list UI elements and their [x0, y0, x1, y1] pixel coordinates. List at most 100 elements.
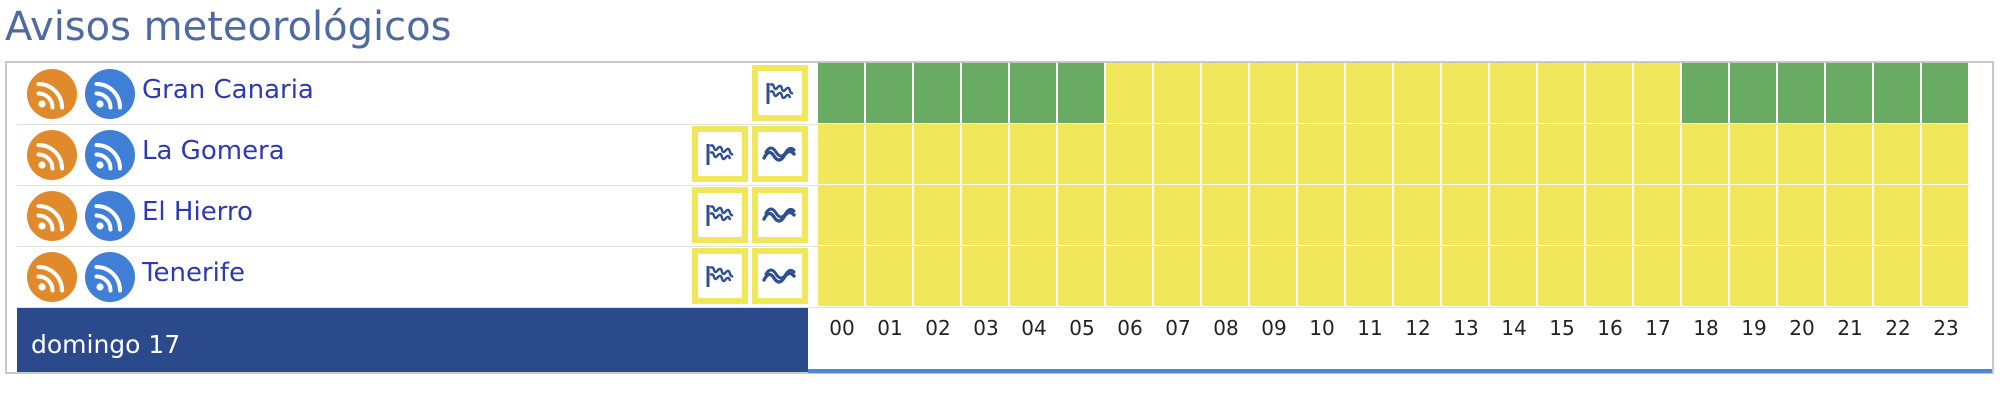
- hour-level-cell-yellow[interactable]: [1250, 124, 1296, 184]
- hour-level-cell-yellow[interactable]: [962, 124, 1008, 184]
- hour-level-cell-yellow[interactable]: [818, 124, 864, 184]
- hour-level-cell-green[interactable]: [1730, 63, 1776, 123]
- hour-level-cell-yellow[interactable]: [866, 124, 912, 184]
- hour-level-cell-yellow[interactable]: [1442, 185, 1488, 245]
- hour-level-cell-yellow[interactable]: [1538, 246, 1584, 306]
- rss-feed-icon[interactable]: [27, 252, 77, 302]
- hour-level-cell-yellow[interactable]: [1202, 246, 1248, 306]
- hour-level-cell-yellow[interactable]: [1346, 185, 1392, 245]
- hour-level-cell-yellow[interactable]: [1202, 185, 1248, 245]
- hour-level-cell-yellow[interactable]: [1682, 246, 1728, 306]
- hour-level-cell-yellow[interactable]: [1106, 124, 1152, 184]
- hour-level-cell-yellow[interactable]: [1394, 185, 1440, 245]
- hour-level-cell-green[interactable]: [1826, 63, 1872, 123]
- hour-level-cell-yellow[interactable]: [1106, 246, 1152, 306]
- rss-feed-icon[interactable]: [27, 69, 77, 119]
- hour-level-cell-green[interactable]: [1922, 63, 1968, 123]
- wind-icon[interactable]: [692, 126, 748, 182]
- hour-level-cell-yellow[interactable]: [1826, 246, 1872, 306]
- hour-level-cell-green[interactable]: [1778, 63, 1824, 123]
- hour-level-cell-green[interactable]: [818, 63, 864, 123]
- hour-level-cell-yellow[interactable]: [1778, 185, 1824, 245]
- hour-level-cell-yellow[interactable]: [1250, 246, 1296, 306]
- hour-level-cell-yellow[interactable]: [818, 185, 864, 245]
- hour-level-cell-yellow[interactable]: [1634, 185, 1680, 245]
- hour-level-cell-yellow[interactable]: [1778, 124, 1824, 184]
- hour-level-cell-yellow[interactable]: [1010, 185, 1056, 245]
- hour-level-cell-yellow[interactable]: [1346, 246, 1392, 306]
- hour-level-cell-green[interactable]: [1874, 63, 1920, 123]
- coastal-icon[interactable]: [752, 248, 808, 304]
- hour-level-cell-yellow[interactable]: [1250, 185, 1296, 245]
- hour-level-cell-yellow[interactable]: [1874, 185, 1920, 245]
- hour-level-cell-yellow[interactable]: [1874, 124, 1920, 184]
- hour-level-cell-yellow[interactable]: [1346, 63, 1392, 123]
- rss-feed-alt-icon[interactable]: [85, 69, 135, 119]
- wind-icon[interactable]: [692, 248, 748, 304]
- hour-level-cell-yellow[interactable]: [1058, 185, 1104, 245]
- hour-level-cell-yellow[interactable]: [1058, 124, 1104, 184]
- hour-level-cell-yellow[interactable]: [1298, 246, 1344, 306]
- hour-level-cell-yellow[interactable]: [1778, 246, 1824, 306]
- hour-level-cell-yellow[interactable]: [1346, 124, 1392, 184]
- hour-level-cell-yellow[interactable]: [1298, 63, 1344, 123]
- hour-level-cell-green[interactable]: [962, 63, 1008, 123]
- hour-level-cell-yellow[interactable]: [1826, 124, 1872, 184]
- hour-level-cell-yellow[interactable]: [1538, 124, 1584, 184]
- hour-level-cell-yellow[interactable]: [1730, 185, 1776, 245]
- hour-level-cell-yellow[interactable]: [1010, 246, 1056, 306]
- coastal-icon[interactable]: [752, 126, 808, 182]
- hour-level-cell-yellow[interactable]: [962, 246, 1008, 306]
- hour-level-cell-yellow[interactable]: [1250, 63, 1296, 123]
- rss-feed-alt-icon[interactable]: [85, 191, 135, 241]
- hour-level-cell-yellow[interactable]: [1490, 63, 1536, 123]
- hour-level-cell-yellow[interactable]: [1922, 124, 1968, 184]
- hour-level-cell-yellow[interactable]: [1586, 124, 1632, 184]
- hour-level-cell-yellow[interactable]: [1202, 124, 1248, 184]
- hour-level-cell-yellow[interactable]: [1490, 185, 1536, 245]
- hour-level-cell-yellow[interactable]: [1298, 185, 1344, 245]
- hour-level-cell-yellow[interactable]: [1202, 63, 1248, 123]
- hour-level-cell-yellow[interactable]: [1154, 246, 1200, 306]
- hour-level-cell-yellow[interactable]: [1634, 63, 1680, 123]
- hour-level-cell-yellow[interactable]: [866, 246, 912, 306]
- hour-level-cell-yellow[interactable]: [1442, 246, 1488, 306]
- hour-level-cell-yellow[interactable]: [1682, 124, 1728, 184]
- hour-level-cell-yellow[interactable]: [1154, 124, 1200, 184]
- region-name-link[interactable]: La Gomera: [142, 136, 285, 166]
- rss-feed-alt-icon[interactable]: [85, 130, 135, 180]
- coastal-icon[interactable]: [752, 187, 808, 243]
- wind-icon[interactable]: [692, 187, 748, 243]
- hour-level-cell-yellow[interactable]: [1826, 185, 1872, 245]
- rss-feed-icon[interactable]: [27, 191, 77, 241]
- hour-level-cell-yellow[interactable]: [914, 124, 960, 184]
- hour-level-cell-yellow[interactable]: [1586, 63, 1632, 123]
- hour-level-cell-yellow[interactable]: [914, 246, 960, 306]
- wind-icon[interactable]: [752, 65, 808, 121]
- hour-level-cell-yellow[interactable]: [1586, 185, 1632, 245]
- hour-level-cell-yellow[interactable]: [1634, 124, 1680, 184]
- region-name-link[interactable]: Gran Canaria: [142, 75, 314, 105]
- hour-level-cell-yellow[interactable]: [914, 185, 960, 245]
- hour-level-cell-yellow[interactable]: [1730, 124, 1776, 184]
- hour-level-cell-yellow[interactable]: [1394, 124, 1440, 184]
- hour-level-cell-yellow[interactable]: [1922, 246, 1968, 306]
- hour-level-cell-yellow[interactable]: [1538, 63, 1584, 123]
- hour-level-cell-yellow[interactable]: [1442, 63, 1488, 123]
- hour-level-cell-green[interactable]: [914, 63, 960, 123]
- hour-level-cell-green[interactable]: [1010, 63, 1056, 123]
- rss-feed-icon[interactable]: [27, 130, 77, 180]
- hour-level-cell-yellow[interactable]: [1394, 63, 1440, 123]
- hour-level-cell-green[interactable]: [866, 63, 912, 123]
- rss-feed-alt-icon[interactable]: [85, 252, 135, 302]
- hour-level-cell-yellow[interactable]: [866, 185, 912, 245]
- hour-level-cell-yellow[interactable]: [1490, 124, 1536, 184]
- region-name-link[interactable]: El Hierro: [142, 197, 253, 227]
- hour-level-cell-yellow[interactable]: [1490, 246, 1536, 306]
- hour-level-cell-yellow[interactable]: [1730, 246, 1776, 306]
- hour-level-cell-yellow[interactable]: [1442, 124, 1488, 184]
- hour-level-cell-yellow[interactable]: [1538, 185, 1584, 245]
- hour-level-cell-yellow[interactable]: [962, 185, 1008, 245]
- hour-level-cell-green[interactable]: [1058, 63, 1104, 123]
- hour-level-cell-yellow[interactable]: [1394, 246, 1440, 306]
